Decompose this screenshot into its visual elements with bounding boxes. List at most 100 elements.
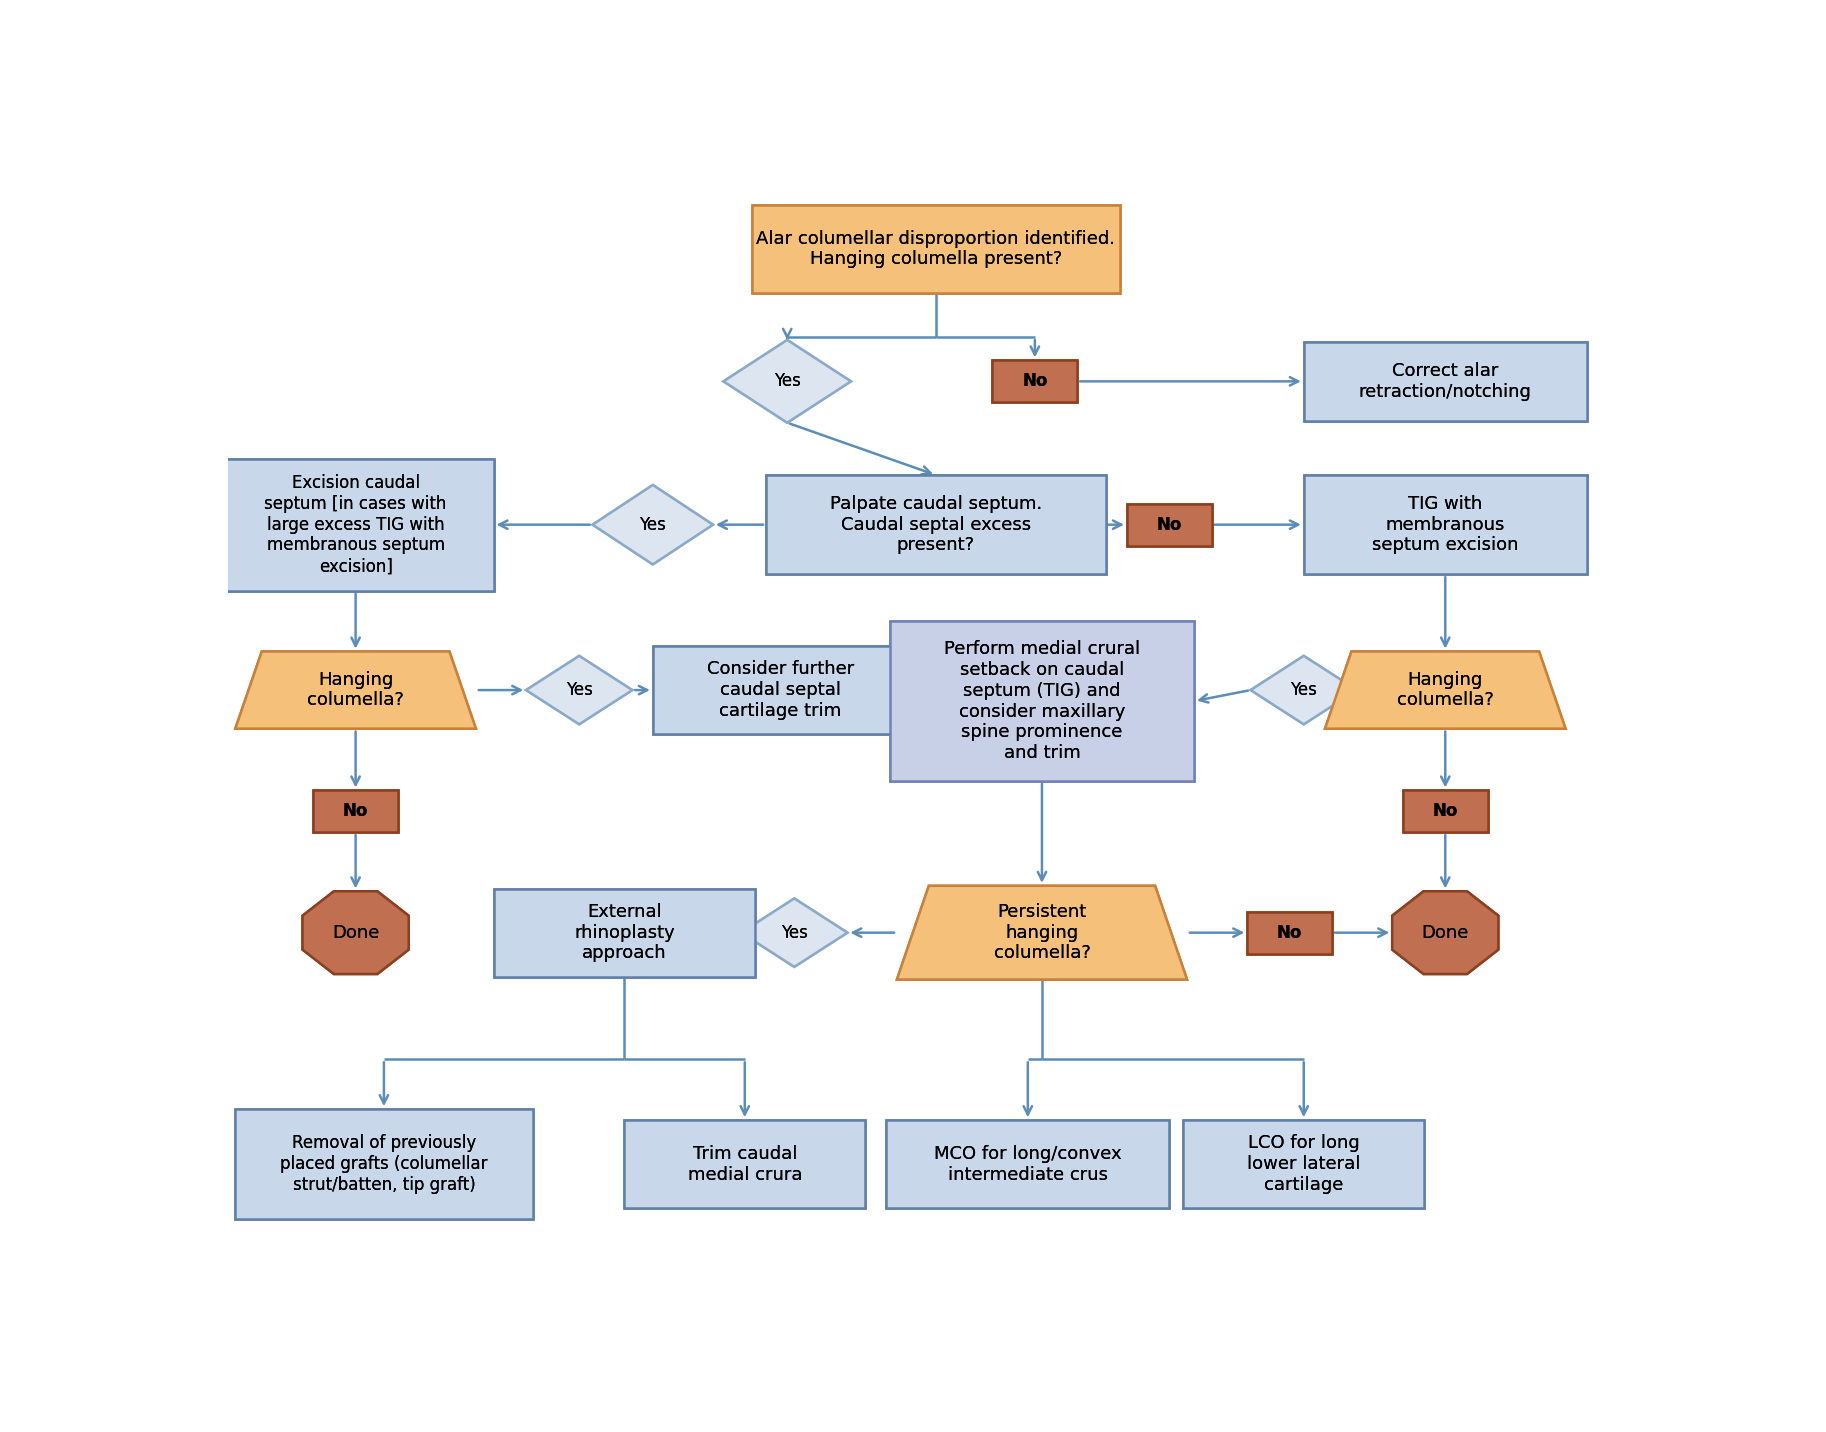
Text: Hanging
columella?: Hanging columella? (1397, 670, 1494, 709)
Text: Trim caudal
medial crura: Trim caudal medial crura (688, 1144, 802, 1184)
FancyBboxPatch shape (1183, 1120, 1424, 1209)
Text: No: No (1433, 802, 1457, 821)
Text: Done: Done (1422, 924, 1468, 942)
FancyBboxPatch shape (1304, 342, 1587, 421)
FancyBboxPatch shape (493, 888, 756, 977)
Polygon shape (526, 656, 632, 725)
Polygon shape (236, 652, 477, 729)
Text: Persistent
hanging
columella?: Persistent hanging columella? (993, 902, 1090, 962)
FancyBboxPatch shape (236, 1108, 533, 1220)
Polygon shape (593, 485, 712, 564)
Text: Done: Done (332, 924, 380, 942)
Text: No: No (1156, 516, 1181, 534)
FancyBboxPatch shape (752, 205, 1119, 294)
Text: Consider further
caudal septal
cartilage trim: Consider further caudal septal cartilage… (707, 660, 855, 720)
Text: No: No (1433, 802, 1457, 821)
Text: Correct alar
retraction/notching: Correct alar retraction/notching (1359, 362, 1532, 401)
FancyBboxPatch shape (624, 1120, 866, 1209)
Text: Alar columellar disproportion identified.
Hanging columella present?: Alar columellar disproportion identified… (756, 229, 1116, 268)
Text: TIG with
membranous
septum excision: TIG with membranous septum excision (1371, 495, 1519, 554)
FancyBboxPatch shape (1304, 342, 1587, 421)
FancyBboxPatch shape (1247, 912, 1331, 954)
FancyBboxPatch shape (1304, 475, 1587, 574)
Polygon shape (723, 339, 851, 422)
FancyBboxPatch shape (1183, 1120, 1424, 1209)
Text: Removal of previously
placed grafts (columellar
strut/batten, tip graft): Removal of previously placed grafts (col… (279, 1134, 488, 1194)
FancyBboxPatch shape (889, 621, 1194, 780)
Text: No: No (343, 802, 369, 821)
FancyBboxPatch shape (886, 1120, 1169, 1209)
Text: Excision caudal
septum [in cases with
large excess TIG with
membranous septum
ex: Excision caudal septum [in cases with la… (265, 474, 447, 576)
Text: Yes: Yes (639, 516, 666, 534)
Text: Yes: Yes (566, 682, 593, 699)
Polygon shape (1251, 656, 1357, 725)
Text: Yes: Yes (774, 372, 800, 391)
Polygon shape (526, 656, 632, 725)
FancyBboxPatch shape (493, 888, 756, 977)
Text: No: No (1276, 924, 1302, 942)
Text: Hanging
columella?: Hanging columella? (307, 670, 404, 709)
FancyBboxPatch shape (767, 475, 1107, 574)
FancyBboxPatch shape (992, 361, 1077, 402)
Polygon shape (236, 652, 477, 729)
Text: MCO for long/convex
intermediate crus: MCO for long/convex intermediate crus (933, 1144, 1121, 1184)
Text: External
rhinoplasty
approach: External rhinoplasty approach (573, 902, 676, 962)
Text: Hanging
columella?: Hanging columella? (307, 670, 404, 709)
FancyBboxPatch shape (1127, 504, 1212, 546)
Polygon shape (1391, 891, 1499, 974)
Text: Palpate caudal septum.
Caudal septal excess
present?: Palpate caudal septum. Caudal septal exc… (829, 495, 1043, 554)
Polygon shape (1251, 656, 1357, 725)
Polygon shape (1326, 652, 1565, 729)
Text: Yes: Yes (639, 516, 666, 534)
Text: Perform medial crural
setback on caudal
septum (TIG) and
consider maxillary
spin: Perform medial crural setback on caudal … (944, 640, 1139, 762)
Text: Persistent
hanging
columella?: Persistent hanging columella? (993, 902, 1090, 962)
FancyBboxPatch shape (767, 475, 1107, 574)
Polygon shape (1326, 652, 1565, 729)
Text: No: No (1276, 924, 1302, 942)
Text: Removal of previously
placed grafts (columellar
strut/batten, tip graft): Removal of previously placed grafts (col… (279, 1134, 488, 1194)
Polygon shape (741, 898, 847, 967)
FancyBboxPatch shape (889, 621, 1194, 780)
FancyBboxPatch shape (1402, 790, 1488, 832)
FancyBboxPatch shape (654, 646, 908, 735)
Text: Yes: Yes (1291, 682, 1317, 699)
Text: Yes: Yes (1291, 682, 1317, 699)
Polygon shape (897, 886, 1187, 979)
Text: Correct alar
retraction/notching: Correct alar retraction/notching (1359, 362, 1532, 401)
Polygon shape (303, 891, 409, 974)
Polygon shape (723, 339, 851, 422)
FancyBboxPatch shape (1247, 912, 1331, 954)
Text: No: No (1156, 516, 1181, 534)
FancyBboxPatch shape (314, 790, 398, 832)
Text: No: No (343, 802, 369, 821)
Text: Done: Done (1422, 924, 1468, 942)
Text: Perform medial crural
setback on caudal
septum (TIG) and
consider maxillary
spin: Perform medial crural setback on caudal … (944, 640, 1139, 762)
Text: Alar columellar disproportion identified.
Hanging columella present?: Alar columellar disproportion identified… (756, 229, 1116, 268)
Text: Hanging
columella?: Hanging columella? (1397, 670, 1494, 709)
Text: Yes: Yes (566, 682, 593, 699)
Text: Excision caudal
septum [in cases with
large excess TIG with
membranous septum
ex: Excision caudal septum [in cases with la… (265, 474, 447, 576)
Text: Yes: Yes (774, 372, 800, 391)
FancyBboxPatch shape (992, 361, 1077, 402)
Polygon shape (593, 485, 712, 564)
Text: Palpate caudal septum.
Caudal septal excess
present?: Palpate caudal septum. Caudal septal exc… (829, 495, 1043, 554)
FancyBboxPatch shape (886, 1120, 1169, 1209)
Text: LCO for long
lower lateral
cartilage: LCO for long lower lateral cartilage (1247, 1134, 1360, 1194)
Text: Done: Done (332, 924, 380, 942)
Text: MCO for long/convex
intermediate crus: MCO for long/convex intermediate crus (933, 1144, 1121, 1184)
Text: No: No (1023, 372, 1048, 391)
FancyBboxPatch shape (1127, 504, 1212, 546)
FancyBboxPatch shape (1304, 475, 1587, 574)
FancyBboxPatch shape (1402, 790, 1488, 832)
FancyBboxPatch shape (654, 646, 908, 735)
Text: Consider further
caudal septal
cartilage trim: Consider further caudal septal cartilage… (707, 660, 855, 720)
FancyBboxPatch shape (236, 1108, 533, 1220)
FancyBboxPatch shape (752, 205, 1119, 294)
Polygon shape (1391, 891, 1499, 974)
FancyBboxPatch shape (624, 1120, 866, 1209)
Text: Trim caudal
medial crura: Trim caudal medial crura (688, 1144, 802, 1184)
Text: No: No (1023, 372, 1048, 391)
Text: External
rhinoplasty
approach: External rhinoplasty approach (573, 902, 676, 962)
Polygon shape (741, 898, 847, 967)
Text: Yes: Yes (782, 924, 807, 942)
